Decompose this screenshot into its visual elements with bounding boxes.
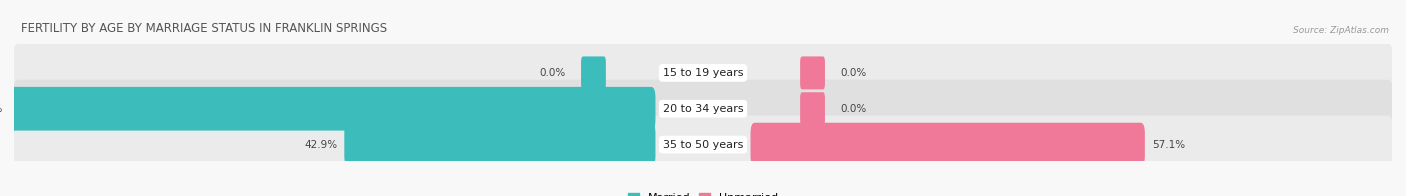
Text: 15 to 19 years: 15 to 19 years xyxy=(662,68,744,78)
FancyBboxPatch shape xyxy=(13,80,1393,138)
Text: 57.1%: 57.1% xyxy=(1152,140,1185,150)
Text: 20 to 34 years: 20 to 34 years xyxy=(662,104,744,114)
Text: Source: ZipAtlas.com: Source: ZipAtlas.com xyxy=(1294,26,1389,35)
FancyBboxPatch shape xyxy=(344,123,655,166)
Text: 100.0%: 100.0% xyxy=(0,104,3,114)
FancyBboxPatch shape xyxy=(13,116,1393,174)
FancyBboxPatch shape xyxy=(581,56,606,89)
FancyBboxPatch shape xyxy=(751,123,1144,166)
Text: FERTILITY BY AGE BY MARRIAGE STATUS IN FRANKLIN SPRINGS: FERTILITY BY AGE BY MARRIAGE STATUS IN F… xyxy=(21,22,387,35)
FancyBboxPatch shape xyxy=(10,87,655,131)
Text: 0.0%: 0.0% xyxy=(538,68,565,78)
FancyBboxPatch shape xyxy=(800,92,825,125)
FancyBboxPatch shape xyxy=(800,56,825,89)
Text: 0.0%: 0.0% xyxy=(841,68,868,78)
FancyBboxPatch shape xyxy=(13,44,1393,102)
Legend: Married, Unmarried: Married, Unmarried xyxy=(623,189,783,196)
Text: 42.9%: 42.9% xyxy=(304,140,337,150)
Text: 35 to 50 years: 35 to 50 years xyxy=(662,140,744,150)
Text: 0.0%: 0.0% xyxy=(841,104,868,114)
